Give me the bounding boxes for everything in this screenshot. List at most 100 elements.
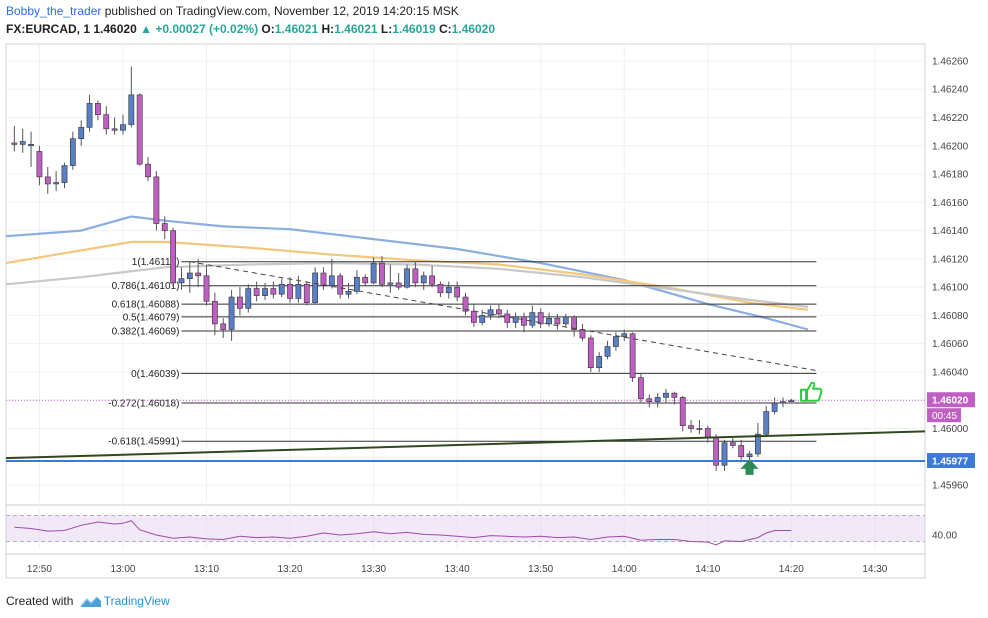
candle-body <box>663 392 669 398</box>
candle-body <box>28 144 34 147</box>
candle-body <box>328 275 335 287</box>
candle-body <box>287 284 293 299</box>
candle-body <box>379 262 385 285</box>
candle-body <box>186 272 193 279</box>
candle-body <box>437 284 444 294</box>
plot-frame <box>5 43 926 579</box>
y-tick-label: 1.46160 <box>932 198 969 209</box>
tradingview-brand[interactable]: TradingView <box>103 594 170 608</box>
candle-body <box>445 286 452 294</box>
candle-body <box>562 316 569 325</box>
candles <box>11 66 795 471</box>
candle-body <box>220 323 227 330</box>
created-with-label: Created with <box>6 594 74 608</box>
candle-body <box>470 310 477 323</box>
grid <box>5 43 926 579</box>
up-arrow-icon <box>740 458 759 475</box>
countdown-value: 00:45 <box>932 411 957 422</box>
candle-body <box>621 333 628 337</box>
symbol-label[interactable]: FX:EURCAD, 1 <box>6 22 91 36</box>
candle-body <box>738 445 745 458</box>
candle-body <box>579 329 586 339</box>
candle-body <box>671 392 678 398</box>
x-tick-label: 13:20 <box>278 564 303 575</box>
fib-level-label: 0.5(1.46079) <box>123 312 180 323</box>
candle-body <box>696 428 703 430</box>
candle-body <box>780 401 786 404</box>
y-tick-label: 1.46240 <box>932 85 969 96</box>
y-tick-label: 1.46040 <box>932 367 969 378</box>
candle-body <box>529 312 536 326</box>
candle-body <box>521 316 527 326</box>
candle-body <box>638 377 644 400</box>
price-change: +0.00027 (+0.02%) <box>155 22 259 36</box>
close-label: C: <box>438 22 452 36</box>
price-axis[interactable]: 1.46260 1.46240 1.46220 1.46200 1.46180 1.461… <box>927 56 975 492</box>
candle-body <box>278 284 285 295</box>
candle-body <box>11 142 18 145</box>
candle-body <box>262 288 268 296</box>
candle-body <box>688 425 694 429</box>
fib-level-label: -0.618(1.45991) <box>108 437 179 448</box>
fib-level-label: 0(1.46039) <box>131 369 179 380</box>
candle-body <box>237 296 243 309</box>
candle-body <box>512 316 519 323</box>
candle-body <box>546 317 552 325</box>
candle-body <box>320 272 327 287</box>
rsi-band <box>6 515 925 542</box>
candle-body <box>36 151 43 178</box>
candle-body <box>345 291 352 295</box>
candle-body <box>479 315 486 323</box>
tradingview-logo-icon <box>80 596 101 608</box>
footer: Created with TradingView <box>6 594 170 608</box>
low-value: 1.46019 <box>392 22 436 36</box>
candle-body <box>387 282 394 285</box>
candle-body <box>612 336 619 347</box>
candle-body <box>95 103 101 115</box>
y-tick-label: 1.46120 <box>932 254 969 265</box>
rsi-level-label: 40.00 <box>932 531 957 542</box>
support-price-tag[interactable] <box>927 453 975 469</box>
thumbs-up-shape <box>800 381 823 402</box>
candle-body <box>404 268 410 288</box>
low-label: L: <box>380 22 393 36</box>
last-price: 1.46020 <box>93 22 137 36</box>
x-tick-label: 12:50 <box>27 564 52 575</box>
close-value: 1.46020 <box>451 22 496 36</box>
candle-body <box>103 114 110 130</box>
x-tick-label: 13:00 <box>110 564 135 575</box>
up-triangle-icon: ▲ <box>140 22 152 36</box>
support-price-value: 1.45977 <box>932 457 969 468</box>
candle-body <box>654 397 661 402</box>
candle-body <box>729 442 736 446</box>
fib-level-label: 0.786(1.46101) <box>112 281 180 292</box>
y-tick-label: 1.46080 <box>932 311 969 322</box>
candle-body <box>211 300 218 325</box>
y-tick-label: 1.46220 <box>932 113 969 124</box>
candle-body <box>53 182 60 185</box>
fibonacci-levels[interactable]: 1(1.46118)0.786(1.46101)0.618(1.46088)0.… <box>108 257 817 448</box>
candle-body <box>270 288 277 295</box>
candle-body <box>788 399 795 402</box>
candle-body <box>295 284 302 299</box>
support-trendline[interactable] <box>5 430 926 460</box>
candle-body <box>354 276 360 292</box>
rsi-line <box>14 520 792 546</box>
dashed-trendline[interactable] <box>189 261 817 372</box>
x-tick-label: 14:20 <box>779 564 804 575</box>
x-tick-label: 14:10 <box>695 564 720 575</box>
candle-body <box>19 141 26 145</box>
author-name[interactable]: Bobby_the_trader <box>6 4 102 18</box>
trendlines[interactable] <box>5 261 926 463</box>
high-label: H: <box>321 22 335 36</box>
rsi-pane[interactable]: 40.00 <box>6 515 957 546</box>
candle-body <box>746 453 753 458</box>
candle-body <box>771 402 778 412</box>
x-tick-label: 13:10 <box>194 564 219 575</box>
current-price-tag[interactable] <box>927 392 975 408</box>
x-tick-label: 13:30 <box>361 564 386 575</box>
open-value: 1.46021 <box>274 22 319 36</box>
candle-body <box>429 275 435 285</box>
time-axis[interactable]: 12:50 13:00 13:10 13:20 13:30 13:40 13:50 14:00… <box>27 564 888 575</box>
